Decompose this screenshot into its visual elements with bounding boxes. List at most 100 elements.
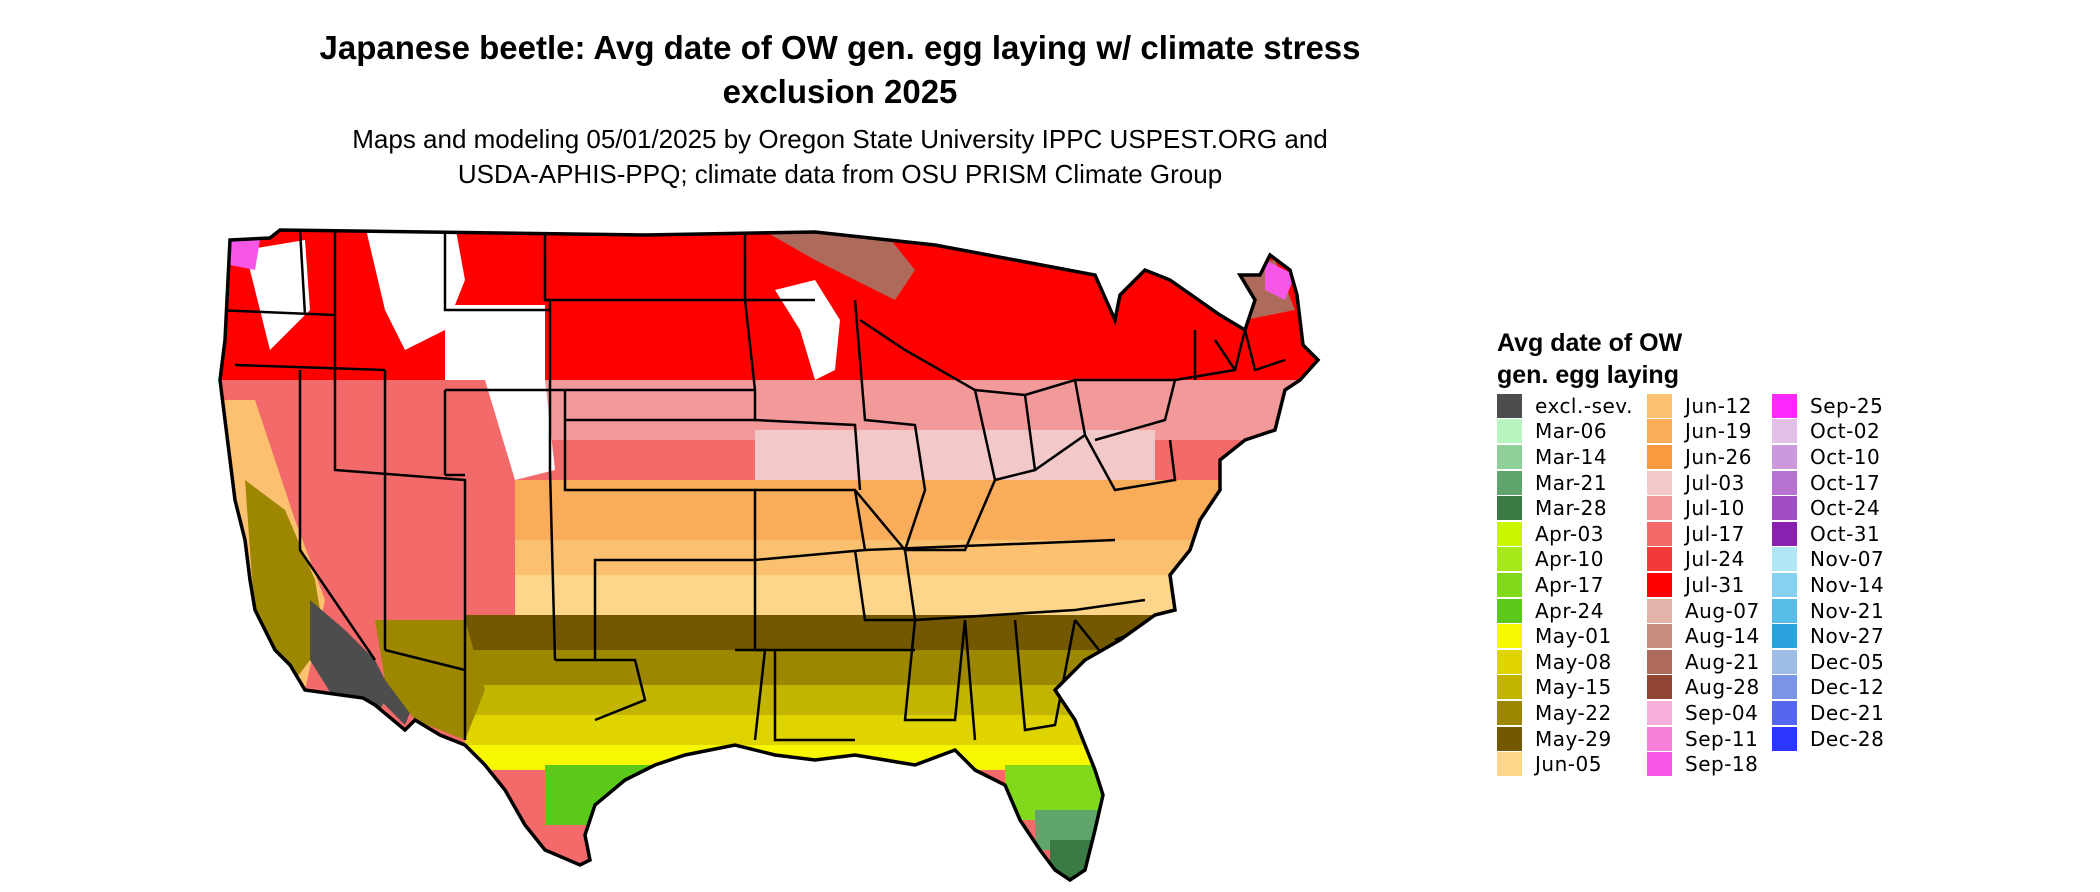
legend-label: Dec-28 — [1810, 726, 1885, 751]
legend-item: Aug-21 — [1647, 649, 1760, 675]
legend-item: Sep-25 — [1772, 393, 1884, 419]
legend-swatch — [1772, 572, 1797, 597]
legend-item: Mar-14 — [1497, 444, 1633, 470]
legend-label: Sep-25 — [1810, 393, 1884, 418]
legend-item: May-01 — [1497, 623, 1633, 649]
legend-label: Oct-31 — [1810, 521, 1881, 546]
legend-label: Apr-03 — [1535, 521, 1604, 546]
legend-swatch — [1647, 496, 1672, 521]
subtitle-line-2: USDA-APHIS-PPQ; climate data from OSU PR… — [457, 159, 1223, 189]
legend-swatch — [1647, 444, 1672, 469]
legend-item: Nov-07 — [1772, 547, 1884, 573]
legend-swatch — [1647, 649, 1672, 674]
legend-item: Apr-17 — [1497, 572, 1633, 598]
legend-label: Jul-17 — [1685, 521, 1745, 546]
legend-swatch — [1647, 547, 1672, 572]
legend-label: Sep-11 — [1685, 726, 1759, 751]
legend-item: Mar-21 — [1497, 470, 1633, 496]
legend-item: Mar-06 — [1497, 419, 1633, 445]
legend-item: Jun-19 — [1647, 419, 1760, 445]
legend-item: Aug-14 — [1647, 623, 1760, 649]
legend-swatch — [1497, 598, 1522, 623]
legend-swatch — [1772, 521, 1797, 546]
title-line-2: exclusion 2025 — [722, 73, 958, 110]
legend-swatch — [1647, 726, 1672, 751]
legend-label: Jun-26 — [1685, 444, 1752, 469]
legend-label: Jul-24 — [1685, 547, 1745, 572]
legend-item: Aug-28 — [1647, 675, 1760, 701]
legend-label: Oct-02 — [1810, 419, 1881, 444]
legend-swatch — [1647, 700, 1672, 725]
legend-label: May-01 — [1535, 624, 1612, 649]
legend-item: Dec-05 — [1772, 649, 1884, 675]
legend-swatch — [1772, 726, 1797, 751]
legend-swatch — [1497, 572, 1522, 597]
legend-swatch — [1497, 726, 1522, 751]
legend-swatch — [1497, 624, 1522, 649]
legend-swatch — [1497, 419, 1522, 444]
legend-label: Dec-21 — [1810, 700, 1885, 725]
legend-swatch — [1772, 470, 1797, 495]
legend-label: Oct-24 — [1810, 496, 1881, 521]
legend-label: Aug-21 — [1685, 649, 1760, 674]
legend-title-line-1: Avg date of OW — [1497, 329, 1683, 357]
legend-item: Jun-05 — [1497, 751, 1633, 777]
legend-swatch — [1647, 598, 1672, 623]
legend-swatch — [1497, 393, 1522, 418]
legend-label: May-22 — [1535, 700, 1612, 725]
legend-swatch — [1497, 444, 1522, 469]
legend-label: May-29 — [1535, 726, 1612, 751]
legend-item: May-08 — [1497, 649, 1633, 675]
legend-item: Nov-14 — [1772, 572, 1884, 598]
legend-label: Apr-10 — [1535, 547, 1604, 572]
legend-item: excl.-sev. — [1497, 393, 1633, 419]
legend-swatch — [1497, 649, 1522, 674]
subtitle-line-1: Maps and modeling 05/01/2025 by Oregon S… — [352, 124, 1328, 154]
legend-item: Jun-26 — [1647, 444, 1760, 470]
legend-swatch — [1497, 547, 1522, 572]
legend-label: Aug-28 — [1685, 675, 1760, 700]
legend-label: Nov-27 — [1810, 624, 1885, 649]
legend-label: Dec-05 — [1810, 649, 1885, 674]
legend-item: Apr-10 — [1497, 547, 1633, 573]
legend-swatch — [1772, 496, 1797, 521]
legend-item: Apr-03 — [1497, 521, 1633, 547]
legend-label: Apr-24 — [1535, 598, 1604, 623]
legend-swatch — [1647, 752, 1672, 777]
legend-item: Aug-07 — [1647, 598, 1760, 624]
legend-item: Dec-21 — [1772, 700, 1884, 726]
legend-item: Oct-31 — [1772, 521, 1884, 547]
legend-item: Jun-12 — [1647, 393, 1760, 419]
legend-label: Jun-12 — [1685, 393, 1752, 418]
legend-item: Jul-03 — [1647, 470, 1760, 496]
legend-item: Oct-24 — [1772, 495, 1884, 521]
legend-label: Aug-14 — [1685, 624, 1760, 649]
legend-label: Dec-12 — [1810, 675, 1885, 700]
legend-label: Jun-19 — [1685, 419, 1752, 444]
legend-item: Oct-10 — [1772, 444, 1884, 470]
legend-swatch — [1497, 496, 1522, 521]
legend-label: Apr-17 — [1535, 572, 1604, 597]
legend-item: Sep-04 — [1647, 700, 1760, 726]
legend-item: Nov-27 — [1772, 623, 1884, 649]
legend-label: Sep-04 — [1685, 700, 1759, 725]
legend-label: Nov-07 — [1810, 547, 1885, 572]
legend-label: Jun-05 — [1535, 752, 1602, 777]
legend-swatch — [1497, 521, 1522, 546]
title-line-1: Japanese beetle: Avg date of OW gen. egg… — [319, 29, 1361, 66]
map-fill — [220, 230, 1318, 880]
legend-label: excl.-sev. — [1535, 393, 1633, 418]
legend-swatch — [1647, 624, 1672, 649]
legend-item: Sep-18 — [1647, 751, 1760, 777]
legend-item: Mar-28 — [1497, 495, 1633, 521]
legend-item: Jul-10 — [1647, 495, 1760, 521]
legend-item: Oct-17 — [1772, 470, 1884, 496]
legend-column-3: Sep-25 Oct-02 Oct-10 Oct-17 Oct-24 Oct-31 Nov-… — [1772, 393, 1884, 751]
legend-item: Jul-24 — [1647, 547, 1760, 573]
legend-item: Jul-17 — [1647, 521, 1760, 547]
state-borders — [220, 230, 1286, 742]
legend-swatch — [1647, 393, 1672, 418]
legend-swatch — [1772, 419, 1797, 444]
legend-label: Mar-21 — [1535, 470, 1608, 495]
legend-swatch — [1647, 572, 1672, 597]
